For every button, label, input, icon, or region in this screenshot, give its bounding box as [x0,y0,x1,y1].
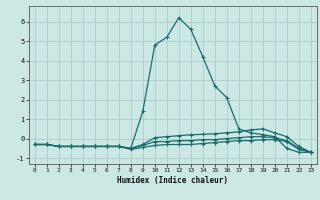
X-axis label: Humidex (Indice chaleur): Humidex (Indice chaleur) [117,176,228,185]
